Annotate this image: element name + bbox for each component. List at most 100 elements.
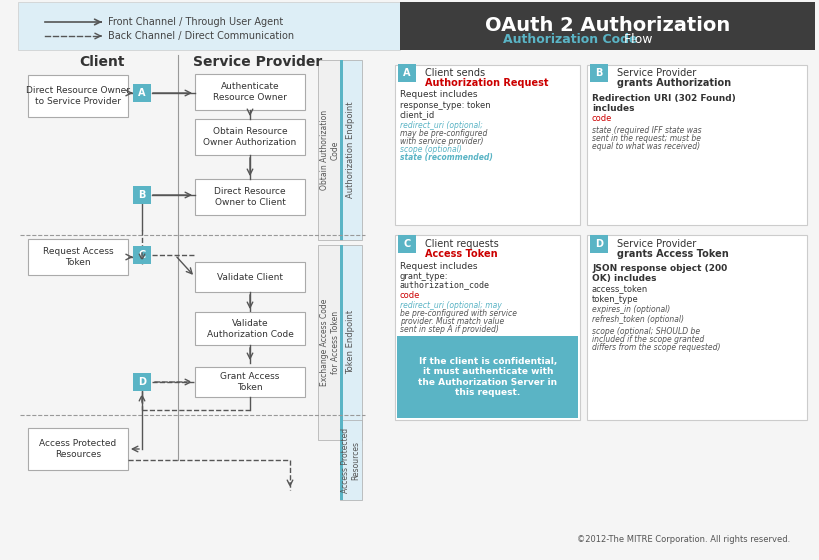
- FancyBboxPatch shape: [133, 373, 151, 391]
- Text: sent in step A if provided): sent in step A if provided): [400, 324, 498, 334]
- Text: B: B: [595, 68, 602, 78]
- Text: C: C: [403, 239, 410, 249]
- Text: D: D: [595, 239, 602, 249]
- Text: differs from the scope requested): differs from the scope requested): [591, 343, 720, 352]
- FancyBboxPatch shape: [340, 245, 361, 440]
- Text: C: C: [138, 250, 146, 260]
- Text: scope (optional): scope (optional): [400, 144, 461, 153]
- Text: Exchange Access Code
for Access Token: Exchange Access Code for Access Token: [320, 298, 339, 386]
- Text: A: A: [403, 68, 410, 78]
- FancyBboxPatch shape: [318, 60, 342, 240]
- Text: Flow: Flow: [619, 32, 652, 45]
- Text: token_type: token_type: [591, 295, 638, 304]
- Text: Authorization Code: Authorization Code: [502, 32, 636, 45]
- Text: redirect_uri (optional;: redirect_uri (optional;: [400, 120, 482, 129]
- Text: Access Protected
Resources: Access Protected Resources: [341, 427, 360, 493]
- FancyBboxPatch shape: [195, 262, 305, 292]
- FancyBboxPatch shape: [195, 312, 305, 345]
- FancyBboxPatch shape: [395, 235, 579, 420]
- Text: Request includes: Request includes: [400, 90, 477, 99]
- Text: be pre-configured with service: be pre-configured with service: [400, 309, 516, 318]
- FancyBboxPatch shape: [400, 2, 814, 50]
- Text: sent in the request; must be: sent in the request; must be: [591, 133, 700, 142]
- Text: grant_type:: grant_type:: [400, 272, 448, 281]
- FancyBboxPatch shape: [133, 84, 151, 102]
- Text: equal to what was received): equal to what was received): [591, 142, 699, 151]
- Text: Grant Access
Token: Grant Access Token: [220, 372, 279, 391]
- Text: Front Channel / Through User Agent: Front Channel / Through User Agent: [108, 17, 283, 27]
- Text: Direct Resource Owner
to Service Provider: Direct Resource Owner to Service Provide…: [26, 86, 130, 106]
- Text: Authenticate
Resource Owner: Authenticate Resource Owner: [213, 82, 287, 102]
- Text: Obtain Resource
Owner Authorization: Obtain Resource Owner Authorization: [203, 127, 296, 147]
- Text: state (recommended): state (recommended): [400, 152, 492, 161]
- FancyBboxPatch shape: [397, 64, 415, 82]
- FancyBboxPatch shape: [396, 336, 577, 418]
- FancyBboxPatch shape: [28, 239, 128, 275]
- FancyBboxPatch shape: [590, 235, 607, 253]
- Text: grants Authorization: grants Authorization: [616, 78, 731, 88]
- FancyBboxPatch shape: [28, 75, 128, 117]
- FancyBboxPatch shape: [395, 65, 579, 225]
- Text: Back Channel / Direct Communication: Back Channel / Direct Communication: [108, 31, 294, 41]
- Text: Client: Client: [79, 55, 124, 69]
- Text: scope (optional; SHOULD be: scope (optional; SHOULD be: [591, 326, 699, 335]
- Text: grants Access Token: grants Access Token: [616, 249, 728, 259]
- Text: refresh_token (optional): refresh_token (optional): [591, 315, 683, 324]
- Text: Client requests: Client requests: [424, 239, 498, 249]
- FancyBboxPatch shape: [133, 246, 151, 264]
- Text: Redirection URI (302 Found): Redirection URI (302 Found): [591, 94, 735, 102]
- Text: response_type: token: response_type: token: [400, 100, 490, 110]
- FancyBboxPatch shape: [195, 179, 305, 215]
- Text: state (required IFF state was: state (required IFF state was: [591, 125, 701, 134]
- Text: Request includes: Request includes: [400, 262, 477, 270]
- Text: If the client is confidential,
it must authenticate with
the Authorization Serve: If the client is confidential, it must a…: [418, 357, 557, 397]
- Text: OAuth 2 Authorization: OAuth 2 Authorization: [485, 16, 730, 35]
- Text: JSON response object (200: JSON response object (200: [591, 264, 726, 273]
- Text: ©2012-The MITRE Corporation. All rights reserved.: ©2012-The MITRE Corporation. All rights …: [576, 535, 789, 544]
- Text: with service provider): with service provider): [400, 137, 483, 146]
- FancyBboxPatch shape: [195, 74, 305, 110]
- Text: includes: includes: [591, 104, 634, 113]
- Text: may be pre-configured: may be pre-configured: [400, 128, 486, 138]
- Text: Access Token: Access Token: [424, 249, 497, 259]
- Text: code: code: [400, 291, 420, 300]
- FancyBboxPatch shape: [340, 60, 361, 240]
- FancyBboxPatch shape: [590, 64, 607, 82]
- Text: client_id: client_id: [400, 110, 435, 119]
- Text: provider. Must match value: provider. Must match value: [400, 316, 504, 325]
- Text: B: B: [138, 190, 146, 200]
- Text: code: code: [591, 114, 612, 123]
- Text: access_token: access_token: [591, 284, 648, 293]
- FancyBboxPatch shape: [133, 186, 151, 204]
- Text: redirect_uri (optional; may: redirect_uri (optional; may: [400, 301, 501, 310]
- FancyBboxPatch shape: [340, 245, 342, 440]
- Text: Authorization Endpoint: Authorization Endpoint: [346, 102, 355, 198]
- Text: Authorization Request: Authorization Request: [424, 78, 548, 88]
- Text: OK) includes: OK) includes: [591, 273, 656, 282]
- Text: Client sends: Client sends: [424, 68, 485, 78]
- Text: expires_in (optional): expires_in (optional): [591, 305, 669, 314]
- Text: Service Provider: Service Provider: [616, 68, 695, 78]
- FancyBboxPatch shape: [195, 367, 305, 397]
- Text: Direct Resource
Owner to Client: Direct Resource Owner to Client: [214, 187, 286, 207]
- Text: Service Provider: Service Provider: [193, 55, 322, 69]
- FancyBboxPatch shape: [586, 235, 806, 420]
- FancyBboxPatch shape: [397, 235, 415, 253]
- Text: authorization_code: authorization_code: [400, 281, 490, 290]
- Text: Service Provider: Service Provider: [616, 239, 695, 249]
- FancyBboxPatch shape: [28, 428, 128, 470]
- FancyBboxPatch shape: [586, 65, 806, 225]
- Text: D: D: [138, 377, 146, 387]
- Text: Access Protected
Resources: Access Protected Resources: [39, 439, 116, 459]
- Text: Obtain Authorization
Code: Obtain Authorization Code: [320, 110, 339, 190]
- Text: A: A: [138, 88, 146, 98]
- FancyBboxPatch shape: [340, 420, 361, 500]
- Text: Token Endpoint: Token Endpoint: [346, 310, 355, 374]
- Text: Validate Client: Validate Client: [217, 273, 283, 282]
- FancyBboxPatch shape: [318, 245, 342, 440]
- Text: included if the scope granted: included if the scope granted: [591, 334, 704, 343]
- Text: Validate
Authorization Code: Validate Authorization Code: [206, 319, 293, 339]
- Text: Request Access
Token: Request Access Token: [43, 248, 113, 267]
- FancyBboxPatch shape: [18, 2, 400, 50]
- FancyBboxPatch shape: [340, 60, 342, 240]
